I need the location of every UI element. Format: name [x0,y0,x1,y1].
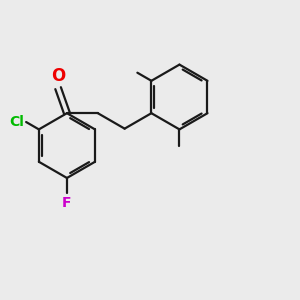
Text: F: F [62,196,72,210]
Text: Cl: Cl [9,115,24,129]
Text: O: O [51,67,65,85]
